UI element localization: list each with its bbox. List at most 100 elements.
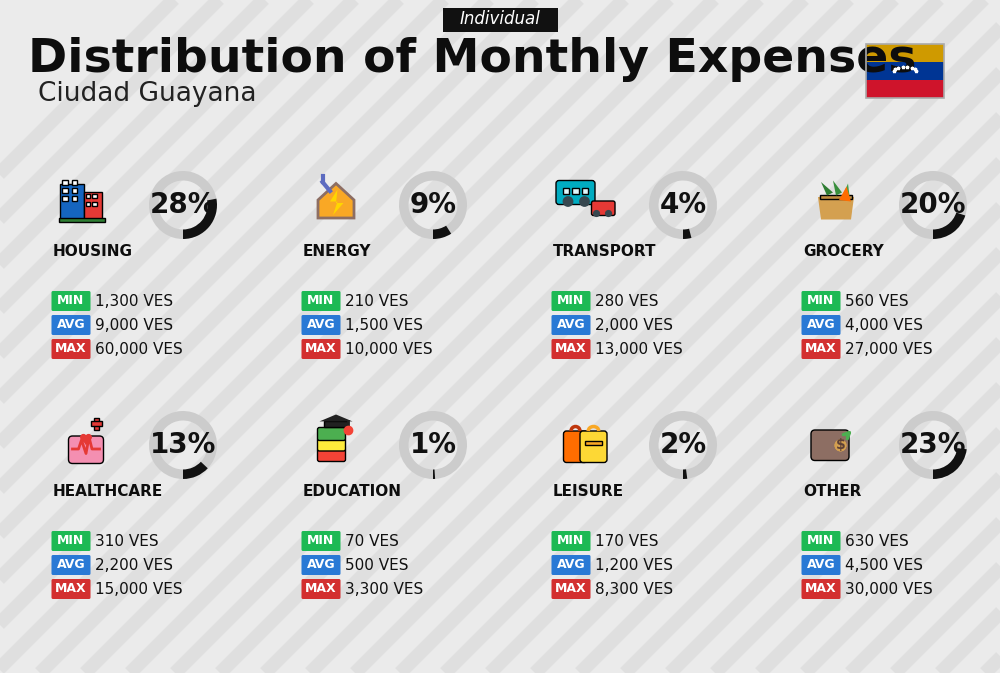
Circle shape xyxy=(834,439,846,452)
Polygon shape xyxy=(839,186,851,201)
Text: 60,000 VES: 60,000 VES xyxy=(95,341,183,357)
Text: Individual: Individual xyxy=(460,11,540,28)
FancyBboxPatch shape xyxy=(52,555,90,575)
FancyBboxPatch shape xyxy=(62,196,68,201)
Polygon shape xyxy=(818,197,854,219)
FancyBboxPatch shape xyxy=(552,531,590,551)
Text: 3,300 VES: 3,300 VES xyxy=(345,581,423,596)
Text: MAX: MAX xyxy=(805,583,837,596)
Text: 13,000 VES: 13,000 VES xyxy=(595,341,683,357)
Text: ENERGY: ENERGY xyxy=(303,244,372,258)
Text: 4%: 4% xyxy=(659,191,707,219)
FancyBboxPatch shape xyxy=(302,339,340,359)
Text: 9,000 VES: 9,000 VES xyxy=(95,318,173,332)
Text: 9%: 9% xyxy=(410,191,456,219)
FancyBboxPatch shape xyxy=(302,555,340,575)
Text: Ciudad Guayana: Ciudad Guayana xyxy=(38,81,256,107)
Text: 2,000 VES: 2,000 VES xyxy=(595,318,673,332)
FancyBboxPatch shape xyxy=(60,184,84,219)
Text: LEISURE: LEISURE xyxy=(553,483,624,499)
Text: MIN: MIN xyxy=(557,295,585,308)
FancyBboxPatch shape xyxy=(302,291,340,311)
FancyBboxPatch shape xyxy=(72,196,77,201)
Polygon shape xyxy=(833,180,842,195)
FancyBboxPatch shape xyxy=(84,192,102,219)
FancyBboxPatch shape xyxy=(442,8,558,32)
Text: MAX: MAX xyxy=(805,343,837,355)
FancyBboxPatch shape xyxy=(62,188,68,193)
Text: 28%: 28% xyxy=(150,191,216,219)
FancyBboxPatch shape xyxy=(585,441,602,444)
Wedge shape xyxy=(683,229,691,239)
Text: $: $ xyxy=(836,438,845,452)
Text: MIN: MIN xyxy=(307,534,335,548)
FancyBboxPatch shape xyxy=(59,218,105,222)
Polygon shape xyxy=(842,184,850,197)
FancyBboxPatch shape xyxy=(92,202,97,206)
Text: AVG: AVG xyxy=(307,318,335,332)
FancyBboxPatch shape xyxy=(52,339,90,359)
Text: 280 VES: 280 VES xyxy=(595,293,658,308)
Text: MIN: MIN xyxy=(557,534,585,548)
Text: 27,000 VES: 27,000 VES xyxy=(845,341,933,357)
FancyBboxPatch shape xyxy=(52,291,90,311)
FancyBboxPatch shape xyxy=(802,339,840,359)
Text: 4,000 VES: 4,000 VES xyxy=(845,318,923,332)
FancyBboxPatch shape xyxy=(302,531,340,551)
Text: MAX: MAX xyxy=(305,583,337,596)
Text: 70 VES: 70 VES xyxy=(345,534,399,548)
Polygon shape xyxy=(821,182,833,195)
FancyBboxPatch shape xyxy=(802,531,840,551)
FancyBboxPatch shape xyxy=(94,417,99,429)
Text: 560 VES: 560 VES xyxy=(845,293,909,308)
FancyBboxPatch shape xyxy=(552,339,590,359)
Circle shape xyxy=(605,210,612,217)
FancyBboxPatch shape xyxy=(572,188,579,194)
Text: 15,000 VES: 15,000 VES xyxy=(95,581,183,596)
FancyBboxPatch shape xyxy=(86,194,90,199)
Circle shape xyxy=(563,196,573,207)
Wedge shape xyxy=(649,171,717,239)
FancyBboxPatch shape xyxy=(86,202,90,206)
Text: 10,000 VES: 10,000 VES xyxy=(345,341,433,357)
Wedge shape xyxy=(933,448,967,479)
Text: EDUCATION: EDUCATION xyxy=(303,483,402,499)
Text: Distribution of Monthly Expenses: Distribution of Monthly Expenses xyxy=(28,38,916,83)
Text: 8,300 VES: 8,300 VES xyxy=(595,581,673,596)
FancyBboxPatch shape xyxy=(580,431,607,462)
Text: HOUSING: HOUSING xyxy=(53,244,133,258)
Text: HEALTHCARE: HEALTHCARE xyxy=(53,483,163,499)
FancyBboxPatch shape xyxy=(552,555,590,575)
FancyBboxPatch shape xyxy=(324,421,348,427)
Wedge shape xyxy=(149,171,216,239)
Wedge shape xyxy=(149,411,217,479)
Text: 170 VES: 170 VES xyxy=(595,534,658,548)
Text: AVG: AVG xyxy=(57,559,85,571)
FancyBboxPatch shape xyxy=(90,421,102,426)
Wedge shape xyxy=(399,411,467,479)
Circle shape xyxy=(834,439,846,452)
FancyBboxPatch shape xyxy=(62,180,68,185)
Text: GROCERY: GROCERY xyxy=(803,244,884,258)
Text: 1,200 VES: 1,200 VES xyxy=(595,557,673,573)
FancyBboxPatch shape xyxy=(302,315,340,335)
Text: AVG: AVG xyxy=(57,318,85,332)
FancyBboxPatch shape xyxy=(802,315,840,335)
Text: MAX: MAX xyxy=(555,583,587,596)
Wedge shape xyxy=(899,171,967,239)
Text: 1,500 VES: 1,500 VES xyxy=(345,318,423,332)
Wedge shape xyxy=(183,462,208,479)
FancyBboxPatch shape xyxy=(72,188,77,193)
Wedge shape xyxy=(433,470,435,479)
Text: 310 VES: 310 VES xyxy=(95,534,159,548)
Text: AVG: AVG xyxy=(557,318,585,332)
Text: MAX: MAX xyxy=(55,343,87,355)
Wedge shape xyxy=(899,411,967,479)
Circle shape xyxy=(593,210,600,217)
FancyBboxPatch shape xyxy=(552,291,590,311)
Polygon shape xyxy=(330,190,344,215)
Polygon shape xyxy=(318,184,354,218)
Text: 1,300 VES: 1,300 VES xyxy=(95,293,173,308)
Wedge shape xyxy=(183,199,217,239)
FancyBboxPatch shape xyxy=(52,531,90,551)
